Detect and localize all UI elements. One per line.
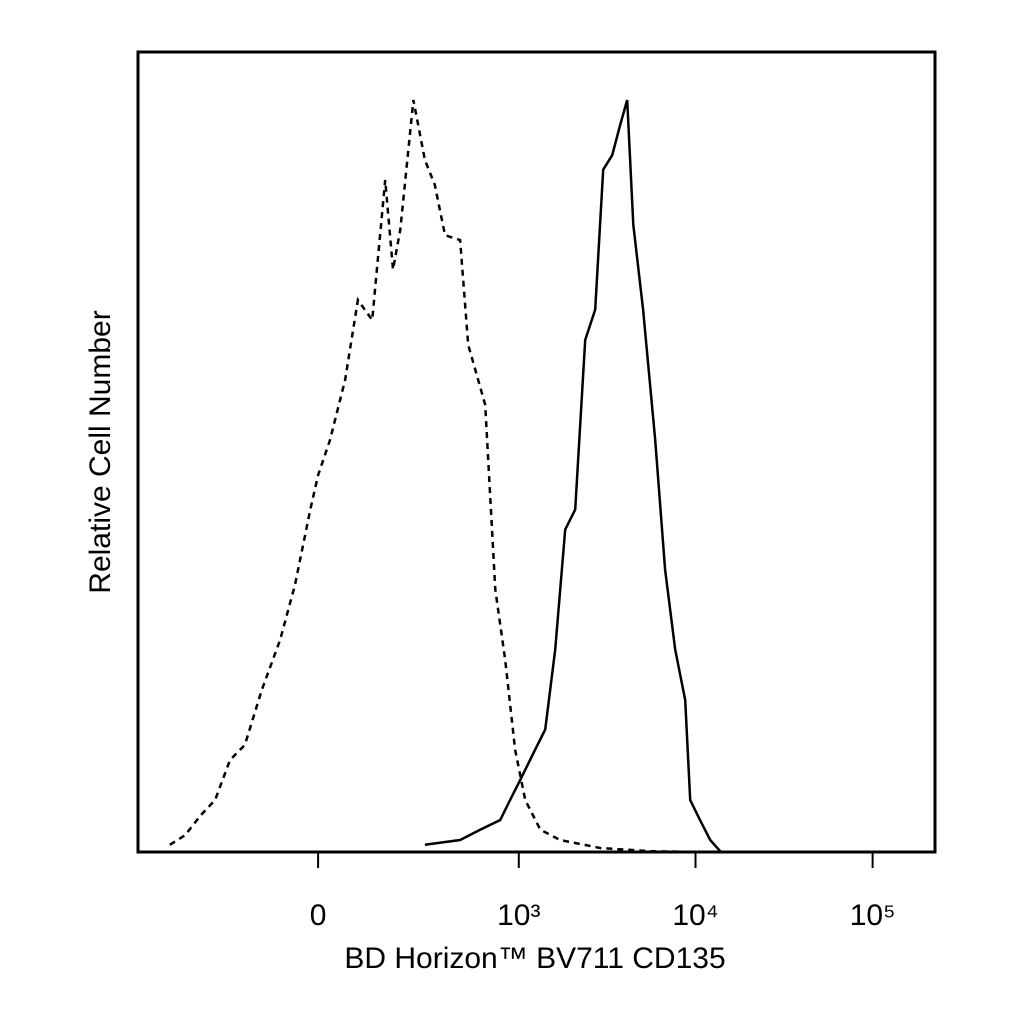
x-tick-label: 0 (310, 899, 327, 932)
x-tick-label: 10³ (497, 899, 540, 932)
y-axis-label: Relative Cell Number (84, 310, 117, 593)
x-axis-label: BD Horizon™ BV711 CD135 (344, 942, 725, 975)
x-tick-label: 10⁵ (850, 899, 896, 932)
histogram-line (169, 99, 701, 854)
x-tick-label: 10⁴ (672, 899, 718, 932)
histogram-line (424, 99, 722, 853)
plot-frame (136, 50, 937, 854)
